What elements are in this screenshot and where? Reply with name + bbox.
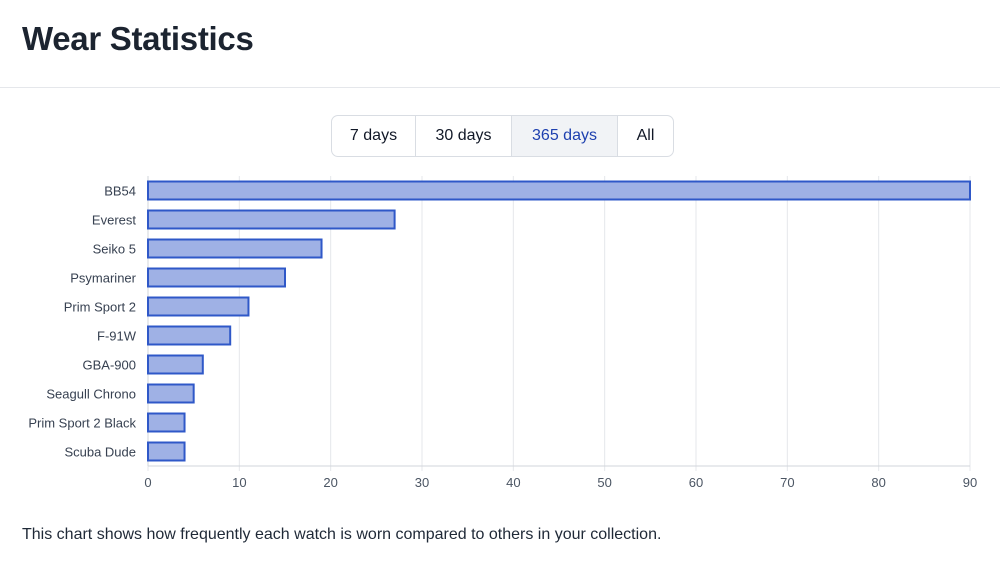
bar (147, 238, 323, 259)
category-label: Seagull Chrono (46, 387, 136, 402)
time-range-selector: 7 days 30 days 365 days All (331, 115, 674, 157)
category-label: Seiko 5 (93, 242, 136, 257)
x-tick-label: 60 (689, 475, 703, 490)
category-label: Psymariner (70, 271, 136, 286)
bar (147, 180, 971, 201)
x-tick-label: 70 (780, 475, 794, 490)
category-label: Everest (92, 213, 136, 228)
x-tick-label: 80 (871, 475, 885, 490)
page-title: Wear Statistics (22, 20, 254, 57)
range-all-button[interactable]: All (636, 127, 655, 144)
bar (147, 354, 204, 375)
wear-chart: 0 10 20 30 40 50 60 70 80 90 BB54 Everest Seiko 5 Psy… (0, 170, 1000, 500)
range-7-days-button[interactable]: 7 days (332, 116, 416, 156)
x-tick-label: 10 (232, 475, 246, 490)
bar (147, 412, 186, 433)
chart-description: This chart shows how frequently each wat… (22, 526, 662, 543)
page-header: Wear Statistics (0, 0, 1000, 88)
x-tick-label: 50 (597, 475, 611, 490)
range-365-days-button[interactable]: 365 days (512, 116, 618, 156)
bar (147, 209, 396, 230)
x-tick-label: 40 (506, 475, 520, 490)
bar (147, 441, 186, 462)
x-tick-label: 0 (144, 475, 151, 490)
bar (147, 325, 232, 346)
category-label: F-91W (97, 329, 137, 344)
bar (147, 296, 250, 317)
bar (147, 383, 195, 404)
bar (147, 267, 286, 288)
x-tick-label: 90 (963, 475, 977, 490)
category-label: Scuba Dude (64, 445, 136, 460)
category-label: Prim Sport 2 (64, 300, 136, 315)
category-label: Prim Sport 2 Black (28, 416, 136, 431)
x-tick-label: 30 (415, 475, 429, 490)
range-30-days-button[interactable]: 30 days (416, 116, 512, 156)
wear-chart-svg: 0 10 20 30 40 50 60 70 80 90 BB54 Everest Seiko 5 Psy… (28, 176, 977, 490)
category-label: GBA-900 (83, 358, 136, 373)
x-tick-label: 20 (323, 475, 337, 490)
category-label: BB54 (104, 184, 136, 199)
